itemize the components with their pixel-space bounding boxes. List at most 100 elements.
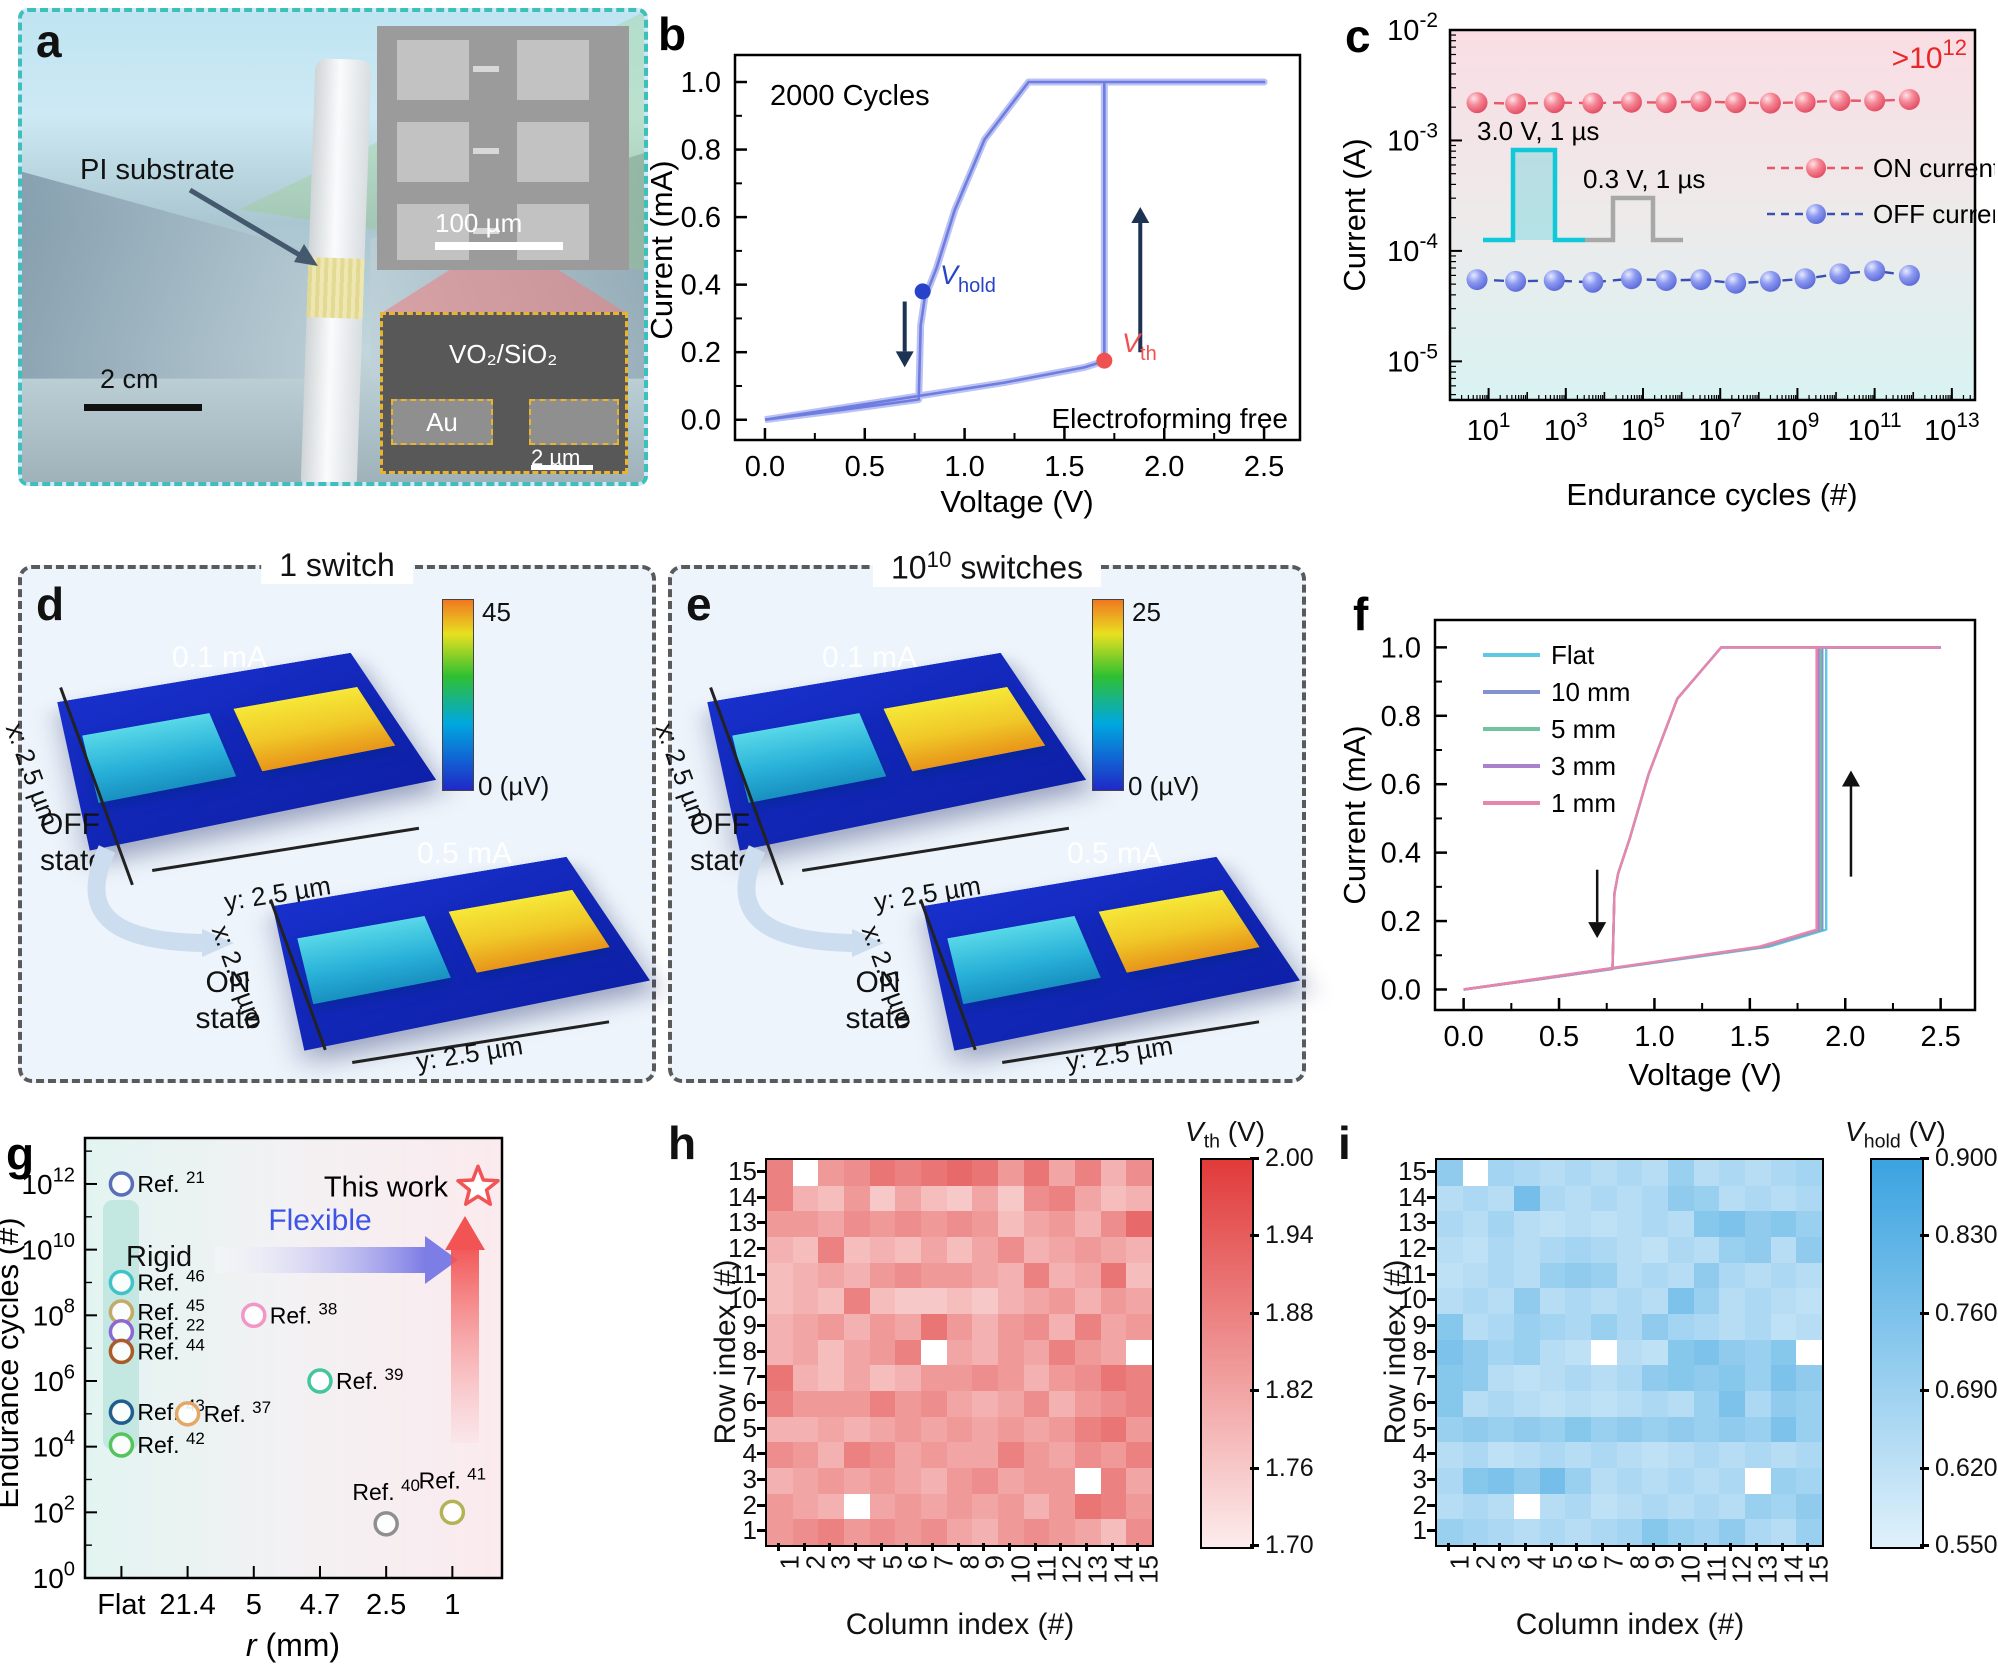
heatmap-cell bbox=[1462, 1519, 1489, 1545]
heatmap-cell bbox=[843, 1185, 870, 1212]
chart-tspan: 44 bbox=[186, 1335, 205, 1354]
heatmap-cell bbox=[1744, 1160, 1771, 1186]
pi-arrow-layer bbox=[188, 187, 318, 266]
row-tick bbox=[1427, 1169, 1435, 1173]
y-tick-label: 0.2 bbox=[1381, 906, 1421, 938]
sem-bridge bbox=[473, 66, 499, 72]
heatmap-cell bbox=[920, 1339, 947, 1366]
col-tick bbox=[1059, 1543, 1063, 1551]
heatmap-cell bbox=[1719, 1467, 1745, 1494]
heatmap-cell bbox=[843, 1493, 870, 1520]
heatmap-cell bbox=[792, 1339, 819, 1366]
heatmap-cell bbox=[1488, 1211, 1514, 1237]
tick-label: 1010 bbox=[21, 1230, 75, 1266]
vth-annotation: Vth bbox=[1122, 328, 1157, 365]
heatmap-cell bbox=[1539, 1442, 1566, 1468]
heatmap-cell bbox=[1074, 1493, 1101, 1520]
heatmap-cell bbox=[1126, 1416, 1152, 1443]
heatmap-cell bbox=[843, 1339, 870, 1366]
heatmap-cell bbox=[1616, 1493, 1643, 1520]
heatmap-cell bbox=[1770, 1390, 1797, 1417]
chart-tspan: 8 bbox=[64, 1296, 75, 1318]
chart-tspan: 3 bbox=[1576, 409, 1588, 432]
heatmap-cell bbox=[1049, 1160, 1075, 1186]
ref-label-45: Ref. 45 bbox=[137, 1296, 205, 1325]
chart-tspan: -2 bbox=[1419, 9, 1438, 32]
sem-bridge bbox=[473, 228, 499, 234]
heatmap-cell bbox=[818, 1236, 844, 1263]
panel-c-text-layer: c >1012 Endurance cycles (#) Current (A) bbox=[1337, 10, 1967, 512]
row-tick bbox=[757, 1452, 765, 1456]
row-tick-label: 14 bbox=[1398, 1181, 1427, 1212]
heatmap-cell bbox=[1642, 1519, 1668, 1545]
row-tick-label: 3 bbox=[742, 1463, 757, 1494]
colorbar-max: 45 bbox=[482, 597, 511, 627]
heatmap-cell bbox=[1565, 1313, 1591, 1340]
electrode-pad-right bbox=[1098, 889, 1261, 973]
heatmap-cell bbox=[997, 1160, 1024, 1186]
heatmap-cell bbox=[1796, 1365, 1822, 1391]
heatmap-cell bbox=[1770, 1493, 1797, 1520]
heatmap-cell bbox=[972, 1313, 998, 1340]
heatmap-cell bbox=[1462, 1288, 1489, 1314]
heatmap-cell bbox=[1744, 1442, 1771, 1468]
heatmap-cell bbox=[1642, 1288, 1668, 1314]
cbar-tick-label: 1.82 bbox=[1265, 1376, 1314, 1405]
cbar-tick-label: 0.760 bbox=[1935, 1298, 1998, 1327]
heatmap-cell bbox=[1616, 1313, 1643, 1340]
flexible-arrow-body bbox=[215, 1247, 425, 1273]
heatmap-cell bbox=[895, 1339, 921, 1366]
row-tick-label: 10 bbox=[1398, 1284, 1427, 1315]
heatmap-cell bbox=[1719, 1160, 1745, 1186]
heatmap-cell bbox=[920, 1262, 947, 1289]
heatmap-cell bbox=[1539, 1493, 1566, 1520]
heatmap-cell bbox=[1513, 1493, 1540, 1520]
row-tick bbox=[757, 1221, 765, 1225]
heatmap-cell bbox=[920, 1185, 947, 1212]
heatmap-cell bbox=[997, 1211, 1024, 1237]
cbar-tick bbox=[1250, 1157, 1259, 1160]
chart-tspan: 22 bbox=[186, 1316, 205, 1335]
heatmap-cell bbox=[997, 1519, 1024, 1545]
heatmap-cell bbox=[1744, 1211, 1771, 1237]
heatmap-cell bbox=[1667, 1390, 1694, 1417]
cbar-tick bbox=[1920, 1389, 1929, 1393]
heatmap-cell bbox=[1462, 1160, 1489, 1186]
set-pulse-fill bbox=[1513, 150, 1555, 240]
tick-label: 109 bbox=[1775, 409, 1819, 447]
afm-map-off: 0.1 mA bbox=[702, 609, 1087, 869]
heatmap-cell bbox=[895, 1365, 921, 1391]
heatmap-cell bbox=[1616, 1442, 1643, 1468]
sem-pad bbox=[517, 40, 589, 100]
this-work-star bbox=[456, 1164, 500, 1206]
ref-label-40: Ref. 40 bbox=[352, 1476, 420, 1505]
col-tick bbox=[1446, 1543, 1450, 1551]
heatmap-cell bbox=[792, 1467, 819, 1494]
heatmap-cell bbox=[997, 1390, 1024, 1417]
heatmap-cell bbox=[1719, 1262, 1745, 1289]
heatmap-cell bbox=[1539, 1519, 1566, 1545]
heatmap-cell bbox=[1126, 1185, 1152, 1212]
heatmap-cell bbox=[895, 1236, 921, 1263]
i-colorbar bbox=[1870, 1158, 1924, 1549]
tick-label: 10-2 bbox=[1387, 9, 1438, 47]
afm-map-on: 0.5 mA bbox=[267, 819, 650, 1069]
heatmap-cell bbox=[818, 1185, 844, 1212]
heatmap-cell bbox=[1693, 1493, 1720, 1520]
heatmap-cell bbox=[1667, 1416, 1694, 1443]
sem-pad bbox=[397, 40, 469, 100]
row-tick bbox=[1427, 1323, 1435, 1327]
chart-tspan: 12 bbox=[53, 1164, 75, 1186]
heatmap-cell bbox=[843, 1262, 870, 1289]
heatmap-cell bbox=[1513, 1288, 1540, 1314]
colorbar bbox=[442, 599, 474, 791]
on-current-point bbox=[1725, 92, 1747, 114]
off-current-point bbox=[1582, 271, 1604, 293]
heatmap-cell bbox=[1100, 1416, 1127, 1443]
sem-pad bbox=[517, 204, 589, 260]
heatmap-cell bbox=[1744, 1467, 1771, 1494]
heatmap-cell bbox=[1074, 1313, 1101, 1340]
row-tick bbox=[757, 1529, 765, 1533]
heatmap-cell bbox=[1437, 1185, 1463, 1212]
row-tick-label: 15 bbox=[728, 1155, 757, 1186]
